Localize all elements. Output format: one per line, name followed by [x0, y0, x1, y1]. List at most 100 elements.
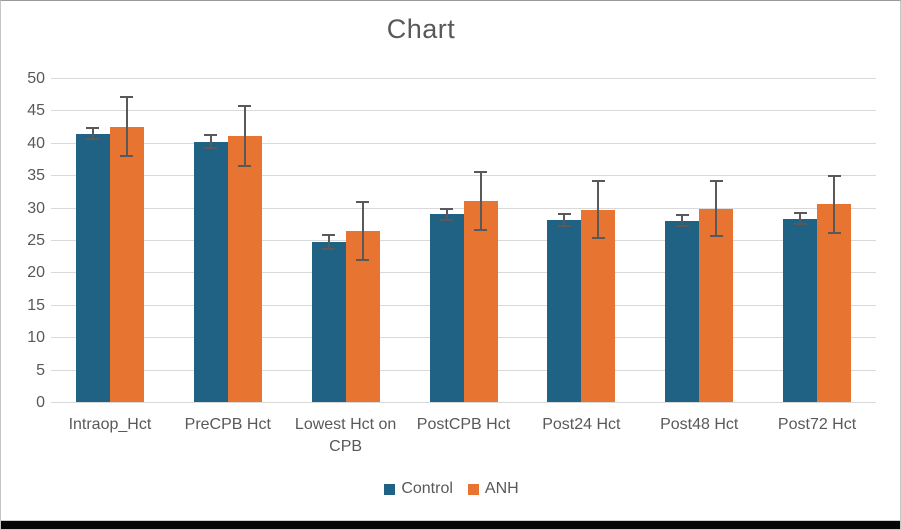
- window-bottom-edge: [1, 520, 900, 529]
- error-bar-control-1: [204, 134, 218, 149]
- x-category-label: Post48 Hct: [660, 416, 739, 433]
- error-bar-cap: [793, 223, 807, 226]
- error-bar-anh-5: [709, 180, 723, 238]
- y-tick-label: 30: [27, 199, 45, 217]
- error-bar-cap: [591, 237, 605, 240]
- gridline: [51, 78, 876, 79]
- y-tick-label: 35: [27, 167, 45, 185]
- error-bar-cap: [675, 225, 689, 228]
- error-bar-line: [445, 207, 448, 221]
- error-bar-cap: [86, 127, 100, 130]
- bar-control-6[interactable]: [783, 218, 818, 402]
- error-bar-cap: [827, 232, 841, 235]
- error-bar-line: [833, 174, 836, 235]
- error-bar-line: [597, 179, 600, 240]
- bar-anh-3[interactable]: [463, 201, 498, 402]
- y-tick-label: 20: [27, 264, 45, 282]
- error-bar-line: [563, 212, 566, 228]
- error-bar-control-5: [675, 214, 689, 228]
- error-bar-anh-6: [827, 174, 841, 235]
- legend-label: Control: [401, 480, 453, 497]
- error-bar-cap: [322, 234, 336, 237]
- error-bar-cap: [474, 228, 487, 231]
- legend-item-control[interactable]: Control: [384, 480, 453, 498]
- error-bar-anh-0: [120, 96, 134, 158]
- y-tick-label: 45: [27, 102, 45, 120]
- legend-item-anh[interactable]: ANH: [467, 480, 519, 498]
- legend-label: ANH: [484, 480, 519, 497]
- error-bar-cap: [440, 218, 453, 221]
- error-bar-cap: [709, 235, 723, 238]
- error-bar-line: [479, 171, 482, 231]
- error-bar-cap: [474, 171, 487, 174]
- bar-anh-5[interactable]: [699, 208, 734, 402]
- error-bar-anh-1: [238, 104, 252, 167]
- error-bar-control-0: [86, 127, 100, 141]
- bar-anh-6[interactable]: [817, 204, 852, 402]
- error-bar-cap: [120, 155, 134, 158]
- error-bar-line: [243, 104, 246, 167]
- error-bar-line: [361, 201, 364, 261]
- error-bar-cap: [238, 164, 252, 167]
- gridline: [51, 402, 876, 403]
- gridline: [51, 175, 876, 177]
- error-bar-cap: [204, 146, 218, 149]
- error-bar-cap: [827, 174, 841, 177]
- error-bar-cap: [793, 212, 807, 215]
- bar-control-4[interactable]: [547, 219, 582, 402]
- error-bar-cap: [322, 247, 336, 250]
- error-bar-cap: [86, 138, 100, 141]
- error-bar-cap: [675, 214, 689, 217]
- y-tick-label: 5: [36, 361, 45, 379]
- error-bar-line: [125, 96, 128, 158]
- error-bar-control-2: [322, 234, 336, 250]
- x-category-label: Post72 Hct: [777, 416, 857, 433]
- error-bar-line: [799, 212, 802, 226]
- error-bar-control-6: [793, 212, 807, 226]
- error-bar-cap: [120, 96, 134, 99]
- error-bar-anh-4: [591, 179, 605, 240]
- error-bar-control-3: [440, 207, 453, 221]
- gridline: [51, 142, 876, 144]
- legend-swatch-control: [384, 483, 396, 495]
- x-category-label: Intraop_Hct: [68, 416, 152, 433]
- bar-control-0[interactable]: [75, 133, 110, 402]
- error-bar-control-4: [557, 212, 571, 228]
- y-tick-label: 25: [27, 232, 45, 249]
- y-tick-label: 0: [36, 394, 45, 411]
- legend: Control ANH: [1, 480, 900, 498]
- error-bar-cap: [356, 201, 370, 204]
- error-bar-line: [209, 134, 212, 149]
- error-bar-line: [91, 127, 94, 141]
- gridline: [51, 110, 876, 112]
- y-tick-label: 50: [27, 70, 45, 87]
- error-bar-line: [715, 180, 718, 238]
- error-bar-cap: [204, 134, 218, 137]
- y-tick-label: 15: [27, 296, 45, 314]
- y-tick-label: 10: [27, 329, 45, 347]
- error-bar-cap: [557, 212, 571, 215]
- x-category-label: Lowest Hct on CPB: [294, 416, 397, 455]
- error-bar-cap: [440, 207, 453, 210]
- x-category-label: Post24 Hct: [542, 416, 621, 433]
- bar-control-2[interactable]: [311, 241, 346, 402]
- bar-control-5[interactable]: [665, 220, 700, 402]
- bar-anh-4[interactable]: [581, 209, 616, 402]
- error-bar-line: [681, 214, 684, 228]
- error-bar-cap: [709, 180, 723, 183]
- error-bar-cap: [356, 258, 370, 261]
- bar-control-3[interactable]: [429, 214, 464, 402]
- error-bar-cap: [591, 179, 605, 182]
- error-bar-cap: [238, 104, 252, 107]
- x-category-label: PreCPB Hct: [184, 416, 271, 433]
- error-bar-cap: [557, 225, 571, 228]
- legend-swatch-anh: [467, 483, 479, 495]
- error-bar-line: [327, 234, 330, 250]
- chart-title[interactable]: Chart: [386, 14, 456, 44]
- y-tick-label: 40: [27, 134, 45, 152]
- bar-anh-0[interactable]: [109, 126, 144, 402]
- bar-control-1[interactable]: [193, 141, 228, 402]
- bar-anh-1[interactable]: [227, 135, 262, 402]
- error-bar-anh-3: [474, 171, 487, 231]
